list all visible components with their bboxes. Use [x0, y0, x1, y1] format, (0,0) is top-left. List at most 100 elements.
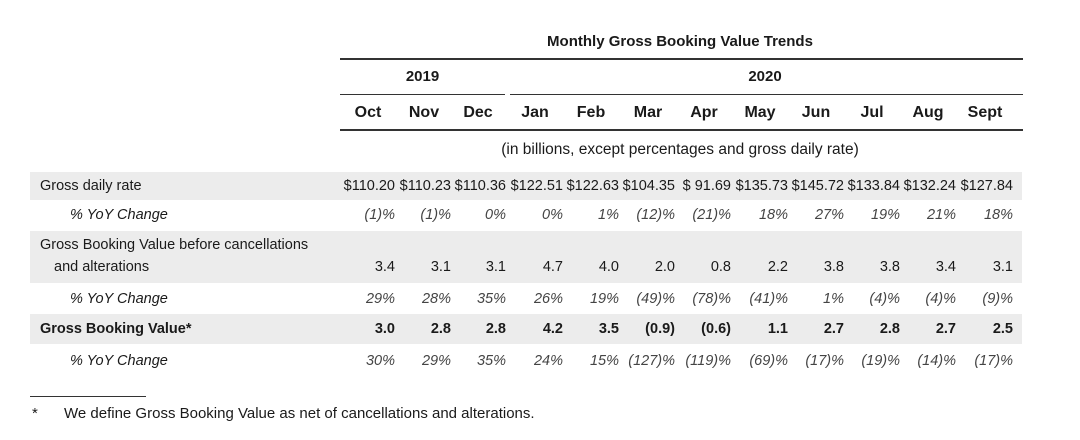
- year-2020: 2020: [748, 68, 782, 85]
- row-band: [30, 231, 1022, 283]
- table-cell: 21%: [926, 207, 956, 223]
- table-cell: 3.1: [992, 259, 1013, 275]
- table-cell: 3.8: [823, 259, 844, 275]
- table-cell: 0%: [485, 207, 506, 223]
- table-cell: 2.7: [823, 321, 844, 337]
- table-cell: 1%: [823, 291, 844, 307]
- title-rule: [340, 58, 1023, 60]
- row-label: Gross daily rate: [40, 178, 142, 194]
- table-cell: 35%: [476, 291, 506, 307]
- table-cell: (19)%: [861, 353, 900, 369]
- table-cell: (41)%: [749, 291, 788, 307]
- table-cell: 2.8: [879, 321, 900, 337]
- table-cell: (9)%: [982, 291, 1013, 307]
- year-2020-rule: [510, 94, 1023, 95]
- table-cell: 2.7: [935, 321, 956, 337]
- table-cell: 19%: [589, 291, 619, 307]
- units-note: (in billions, except percentages and gro…: [501, 141, 859, 158]
- table-cell: $145.72: [791, 178, 844, 194]
- footnote-marker: *: [32, 405, 38, 422]
- row-label: Gross Booking Value*: [40, 321, 192, 337]
- table-cell: 2.8: [430, 321, 451, 337]
- month-rule: [340, 129, 1023, 131]
- table-title: Monthly Gross Booking Value Trends: [547, 33, 813, 50]
- table-cell: $135.73: [735, 178, 788, 194]
- month-header: Feb: [576, 104, 606, 121]
- table-cell: $110.23: [399, 178, 451, 194]
- year-2019: 2019: [405, 68, 440, 85]
- month-header: Sept: [967, 104, 1003, 121]
- table-cell: 4.2: [542, 321, 563, 337]
- table-cell: (1)%: [420, 207, 451, 223]
- table-cell: (21)%: [692, 207, 731, 223]
- table-cell: (78)%: [692, 291, 731, 307]
- month-header: Nov: [408, 104, 440, 121]
- row-label: % YoY Change: [70, 207, 168, 223]
- table-cell: $122.63: [566, 178, 619, 194]
- table-cell: 18%: [758, 207, 788, 223]
- table-cell: 24%: [533, 353, 563, 369]
- table-cell: 3.8: [879, 259, 900, 275]
- table-cell: 29%: [365, 291, 395, 307]
- table-cell: 4.0: [598, 259, 619, 275]
- month-header: Jul: [860, 104, 884, 121]
- footnote-text: We define Gross Booking Value as net of …: [64, 405, 535, 422]
- table-cell: (1)%: [364, 207, 395, 223]
- table-cell: $104.35: [622, 178, 675, 194]
- month-header: Apr: [690, 104, 718, 121]
- table-cell: 1%: [598, 207, 619, 223]
- table-cell: $110.20: [343, 178, 395, 194]
- table-cell: 29%: [421, 353, 451, 369]
- table-cell: 3.5: [598, 321, 619, 337]
- table-cell: 19%: [870, 207, 900, 223]
- table-cell: 4.7: [542, 259, 563, 275]
- table-cell: $133.84: [847, 178, 900, 194]
- table-cell: (69)%: [749, 353, 788, 369]
- table-cell: 35%: [476, 353, 506, 369]
- table-cell: 28%: [421, 291, 451, 307]
- row-label: % YoY Change: [70, 353, 168, 369]
- table-cell: (17)%: [974, 353, 1013, 369]
- row-band: [30, 172, 1022, 200]
- table-cell: 2.5: [992, 321, 1013, 337]
- table-cell: 26%: [533, 291, 563, 307]
- table-cell: 3.1: [485, 259, 506, 275]
- month-header: Oct: [354, 104, 382, 121]
- table-cell: 0%: [542, 207, 563, 223]
- table-cell: 2.0: [654, 259, 675, 275]
- month-header: Jan: [521, 104, 549, 121]
- row-label-line: and alterations: [54, 259, 150, 275]
- table-cell: $122.51: [510, 178, 563, 194]
- table-cell: (127)%: [628, 353, 675, 369]
- month-header: Dec: [463, 104, 493, 121]
- table-cell: 0.8: [710, 259, 731, 275]
- table-cell: $110.36: [454, 178, 506, 194]
- table-cell: 1.1: [767, 321, 788, 337]
- row-label-line: Gross Booking Value before cancellations: [40, 237, 309, 253]
- row-label: Gross Booking Value before cancellations…: [40, 234, 308, 278]
- table-cell: 2.2: [767, 259, 788, 275]
- month-header: Mar: [633, 104, 663, 121]
- table-cell: 3.1: [430, 259, 451, 275]
- table-cell: (4)%: [925, 291, 956, 307]
- month-header: Aug: [912, 104, 944, 121]
- table-cell: 3.4: [935, 259, 956, 275]
- table-cell: 15%: [589, 353, 619, 369]
- table-cell: 27%: [814, 207, 844, 223]
- table-cell: (49)%: [636, 291, 675, 307]
- row-band: [30, 314, 1022, 344]
- month-header: Jun: [801, 104, 831, 121]
- row-label: % YoY Change: [70, 291, 168, 307]
- table-cell: 2.8: [485, 321, 506, 337]
- table-cell: 30%: [365, 353, 395, 369]
- year-2019-rule: [340, 94, 505, 95]
- table-cell: (4)%: [869, 291, 900, 307]
- table-cell: 18%: [983, 207, 1013, 223]
- footnote-rule: [30, 396, 146, 397]
- table-cell: $ 91.69: [682, 178, 731, 194]
- table-cell: (12)%: [636, 207, 675, 223]
- month-header: May: [744, 104, 776, 121]
- table-cell: (0.9): [645, 321, 675, 337]
- table-cell: (17)%: [805, 353, 844, 369]
- table-cell: (14)%: [917, 353, 956, 369]
